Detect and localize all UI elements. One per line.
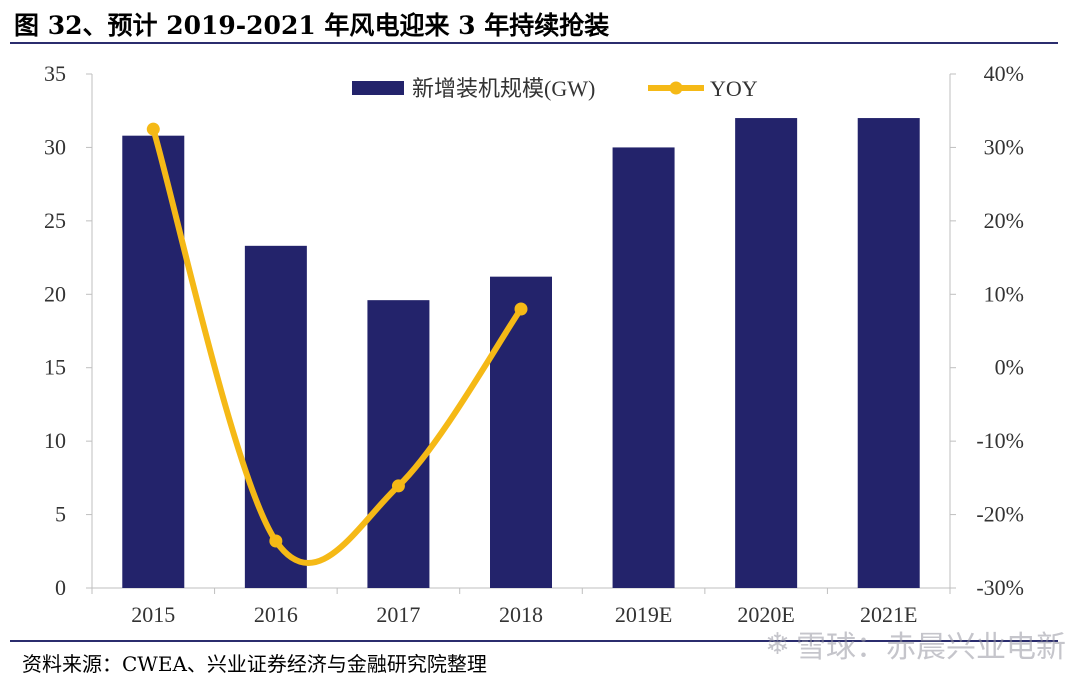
x-tick-label: 2020E [737, 602, 794, 627]
y-left-tick-label: 10 [44, 428, 66, 453]
x-tick-label: 2015 [131, 602, 175, 627]
yoy-point [391, 479, 405, 493]
bar [490, 276, 552, 588]
y-left-tick-label: 25 [44, 208, 66, 233]
yoy-line-series [146, 122, 528, 566]
title-rule [10, 42, 1058, 44]
yoy-line-path [150, 126, 524, 566]
legend-bar-label: 新增装机规模(GW) [412, 76, 595, 101]
x-tick-label: 2016 [254, 602, 298, 627]
axes: 0 5 10 15 20 25 30 35 -30% -20% -10% 0% 10% 20% 30% 40%… [44, 61, 1024, 627]
watermark: ❄ 雪球：赤晨兴业电新 [765, 622, 1066, 666]
y-right-tick-label: 20% [984, 208, 1024, 233]
legend-line-marker [669, 81, 683, 95]
bar [857, 118, 920, 589]
bar [367, 300, 430, 588]
x-tick-label: 2019E [615, 602, 672, 627]
legend-line-label: YOY [710, 76, 758, 101]
y-right-tick-label: 30% [984, 134, 1024, 159]
y-left-tick-label: 15 [44, 355, 66, 380]
bar [244, 245, 307, 588]
y-right-tick-label: -10% [976, 428, 1024, 453]
y-right-tick-label: 40% [984, 61, 1024, 86]
watermark-text: 雪球：赤晨兴业电新 [796, 630, 1066, 665]
figure-title: 图 32、预计 2019-2021 年风电迎来 3 年持续抢装 [14, 11, 610, 40]
yoy-point [514, 302, 528, 316]
y-right-tick-label: 10% [984, 281, 1024, 306]
bar-line-chart: 0 5 10 15 20 25 30 35 -30% -20% -10% 0% 10% 20% 30% 40%… [44, 61, 1024, 627]
y-left-tick-label: 30 [44, 134, 66, 159]
y-right-tick-label: -20% [976, 502, 1024, 527]
footer-rule [10, 640, 1058, 642]
y-right-tick-label: -30% [976, 575, 1024, 600]
y-left-tick-label: 5 [55, 502, 66, 527]
x-tick-label: 2021E [860, 602, 917, 627]
legend: 新增装机规模(GW) YOY [352, 76, 758, 101]
y-left-tick-label: 20 [44, 281, 66, 306]
source-note: 资料来源：CWEA、兴业证券经济与金融研究院整理 [22, 652, 487, 676]
legend-bar-swatch [352, 81, 404, 95]
yoy-point [146, 122, 160, 136]
x-tick-label: 2018 [499, 602, 543, 627]
yoy-point [269, 534, 283, 548]
y-left-tick-label: 35 [44, 61, 66, 86]
x-tick-label: 2017 [376, 602, 420, 627]
bar [612, 147, 675, 588]
y-right-tick-label: 0% [995, 355, 1024, 380]
snowball-logo-icon: ❄ [764, 626, 790, 662]
bar [735, 118, 798, 589]
bars [122, 118, 920, 589]
y-left-tick-label: 0 [55, 575, 66, 600]
